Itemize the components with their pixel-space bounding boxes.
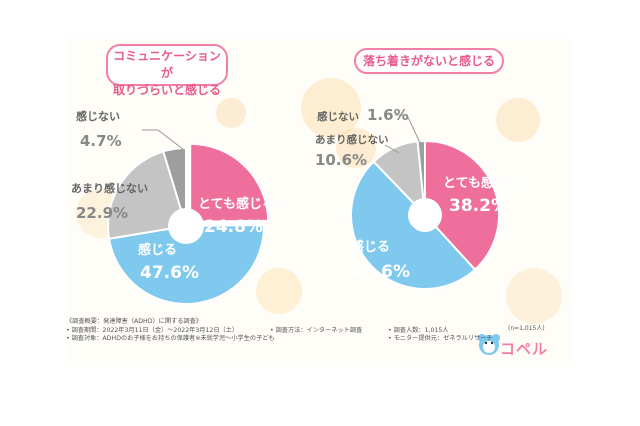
slice-label-1-2: あまり感じない: [315, 133, 389, 146]
bokeh-circle: [256, 268, 302, 314]
slice-value-1-3: 1.6%: [367, 106, 409, 124]
bear-logo-icon: [478, 334, 500, 355]
survey-count: • 調査人数：1,015人: [388, 326, 449, 334]
pie-slice-0-3: [162, 146, 187, 227]
survey-period: • 調査期間：2022年3月11日（金）〜2022年3月12日（土）: [66, 326, 239, 334]
bokeh-circle: [301, 78, 361, 138]
slice-value-1-0: 38.2%: [449, 196, 508, 216]
leader-line-1-2: [384, 144, 400, 154]
bokeh-circle: [336, 128, 376, 168]
pie-slice-0-2: [107, 150, 188, 240]
brand-logo: コペル: [476, 328, 566, 360]
slice-label-1-3: 感じない: [317, 110, 359, 123]
chart-title-left-line1: コミュニケーションが: [113, 49, 221, 80]
bokeh-circle: [496, 98, 540, 142]
leader-line-0-3: [142, 129, 185, 151]
donut-hole-1: [408, 198, 442, 232]
survey-footer: 《調査概要：発達障害（ADHD）に関する調査》 • 調査期間：2022年3月11…: [66, 318, 506, 344]
slice-value-0-2: 22.9%: [76, 204, 128, 222]
pie-slice-1-0: [424, 139, 500, 271]
slice-label-0-2: あまり感じない: [71, 181, 148, 195]
slice-value-1-2: 10.6%: [315, 151, 367, 169]
pie-slice-0-1: [107, 224, 265, 306]
slice-value-0-1: 47.6%: [140, 263, 199, 283]
chart-title-left-line2: 取りづらいと感じる: [112, 83, 221, 97]
slice-value-1-1: 49.6%: [351, 262, 410, 282]
survey-target: • 調査対象：ADHDのお子様をお持ちの保護者※未就学児〜小学生の子ども: [66, 335, 275, 343]
chart-title-left: コミュニケーションが 取りづらいと感じる: [106, 44, 228, 97]
chart-title-right: 落ち着きがないと感じる: [354, 48, 504, 74]
sample-size-note: (n=1,015人): [508, 325, 545, 332]
brand-name: コペル: [500, 340, 549, 358]
slice-label-1-0: とても感じる: [443, 175, 520, 191]
donut-hole-0: [168, 208, 204, 244]
slice-label-0-1: 感じる: [138, 242, 177, 258]
bokeh-circle: [216, 98, 246, 128]
pie-slice-1-3: [416, 139, 426, 216]
slice-value-0-0: 24.8%: [204, 217, 263, 237]
leader-line-1-3: [395, 114, 422, 146]
bokeh-circle: [506, 268, 562, 324]
slice-label-1-1: 感じる: [351, 239, 390, 255]
slice-value-0-3: 4.7%: [80, 132, 122, 150]
slice-label-0-0: とても感じる: [198, 196, 275, 212]
survey-overview: 《調査概要：発達障害（ADHD）に関する調査》: [66, 318, 202, 325]
survey-provider: • モニター提供元：ゼネラルリサーチ: [388, 335, 493, 343]
pie-slice-0-0: [189, 142, 270, 223]
slice-label-0-3: 感じない: [76, 109, 120, 123]
survey-method: • 調査方法：インターネット調査: [270, 326, 363, 334]
